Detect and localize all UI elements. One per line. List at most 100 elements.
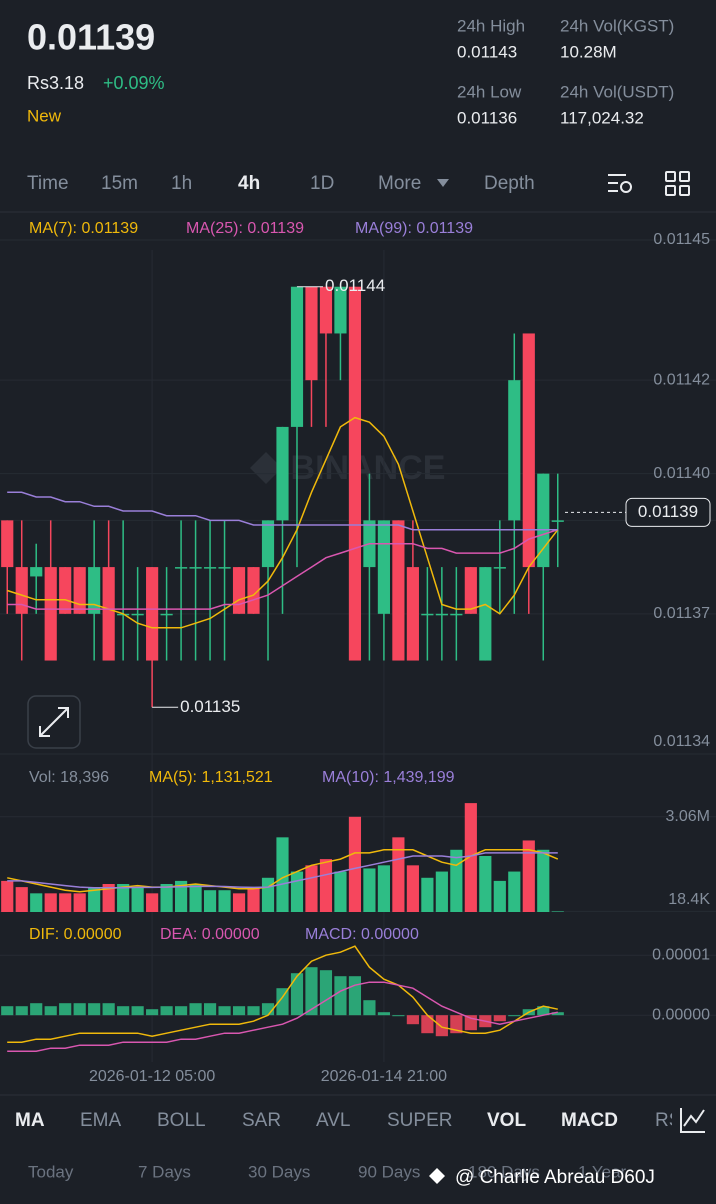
volume-bar (232, 893, 246, 912)
volume-bar (392, 837, 405, 912)
range-tab[interactable]: 1 Year (578, 1162, 627, 1181)
candle-body (319, 286, 333, 334)
x-tick-label: 2026-01-14 21:00 (321, 1068, 447, 1085)
candle-body (406, 567, 419, 661)
ma-line (7, 528, 559, 610)
candle-body (1, 520, 14, 568)
range-tab[interactable]: Today (28, 1162, 74, 1181)
y-tick-label: 0.00000 (652, 1006, 710, 1023)
volume-bar (508, 871, 521, 912)
macd-bar (44, 1006, 57, 1016)
volume-bar (551, 911, 564, 912)
macd-bar (406, 1015, 419, 1025)
legend-entry: MA(5): 1,131,521 (149, 769, 273, 786)
indicator-tab[interactable]: AVL (316, 1110, 351, 1131)
interval-tab[interactable]: 1D (310, 173, 334, 194)
interval-tab[interactable]: Depth (484, 173, 535, 194)
macd-bar (189, 1003, 202, 1016)
legend-entry: MA(25): 0.01139 (186, 220, 304, 237)
volume-bar (160, 884, 173, 912)
credit-text: @ Charlie Abreau D60J (455, 1167, 655, 1188)
candle-body (44, 567, 57, 661)
indicator-tabs: MA EMA BOLL SAR AVL SUPER VOL MACD RSI (15, 1110, 687, 1131)
y-tick-label: 0.01140 (653, 465, 710, 482)
range-tab[interactable]: 180 Days (468, 1162, 540, 1181)
indicator-settings-icon[interactable] (680, 1108, 705, 1133)
indicator-tab[interactable]: SUPER (387, 1110, 452, 1131)
legend-entry: DIF: 0.00000 (29, 926, 122, 943)
range-tab[interactable]: 90 Days (358, 1162, 420, 1181)
candle-body (493, 567, 506, 569)
volume-bar (290, 871, 304, 912)
volume-bar (131, 887, 144, 912)
range-tabs: Today 7 Days 30 Days 90 Days 180 Days 1 Year (28, 1162, 627, 1181)
volume-bar (450, 849, 463, 912)
credit: @ Charlie Abreau D60J (429, 1167, 655, 1188)
macd-bar (363, 1000, 376, 1016)
plot-area: 2026-01-12 05:00 2026-01-14 21:00 0.01145 0… (0, 220, 716, 1085)
indicator-tab[interactable]: BOLL (157, 1110, 206, 1131)
candle-body (160, 613, 173, 616)
candle-body (551, 520, 564, 522)
y-tick-label: 18.4K (668, 891, 710, 908)
layout-icon[interactable] (665, 171, 690, 196)
volume-bar (348, 816, 362, 912)
volume-bar (276, 837, 289, 912)
expand-button[interactable] (27, 695, 81, 749)
volume-bar (261, 877, 275, 912)
candle-body (189, 567, 202, 569)
range-tab[interactable]: 7 Days (138, 1162, 191, 1181)
interval-tab[interactable]: 1h (171, 173, 192, 194)
current-price-label: 0.01139 (638, 502, 698, 521)
interval-tab[interactable]: More (378, 173, 421, 194)
macd-bar (175, 1006, 188, 1016)
volume-bar (493, 880, 506, 912)
candle-body (88, 567, 101, 614)
legend-entry: MA(99): 0.01139 (355, 220, 473, 237)
legend-entry: MA(10): 1,439,199 (322, 769, 455, 786)
volume-bar (117, 884, 130, 912)
candle-body (348, 286, 362, 661)
macd-bar (203, 1003, 217, 1016)
candle-body (435, 613, 448, 616)
more-caret[interactable] (437, 179, 449, 187)
volume-bar (522, 840, 535, 912)
macd-bar (232, 1006, 246, 1016)
macd-bar (1, 1006, 14, 1016)
indicator-tab[interactable]: MACD (561, 1110, 618, 1131)
candle-body (131, 613, 144, 616)
range-tab[interactable]: 30 Days (248, 1162, 310, 1181)
indicator-tab[interactable]: MA (15, 1110, 45, 1131)
macd-bar (247, 1006, 260, 1016)
y-tick-label: 3.06M (666, 808, 710, 825)
macd-bar (131, 1006, 144, 1016)
macd-bar (102, 1003, 115, 1016)
volume-bar (435, 871, 448, 912)
settings-icon[interactable] (608, 174, 632, 193)
volume-bar (30, 893, 43, 912)
interval-tab[interactable]: 15m (101, 173, 138, 194)
candle-body (15, 567, 28, 614)
volume-bar (59, 893, 72, 912)
current-price-box (625, 497, 711, 527)
indicator-tab[interactable]: EMA (80, 1110, 122, 1131)
macd-bar (59, 1003, 72, 1016)
indicator-tab[interactable]: SAR (242, 1110, 281, 1131)
stat-label: 24h Vol(KGST) (560, 16, 674, 35)
interval-tab[interactable]: Time (27, 173, 69, 194)
volume-bar (363, 868, 376, 912)
candle-body (421, 613, 434, 616)
indicator-tab[interactable]: VOL (487, 1110, 526, 1131)
stat-value: 10.28M (560, 42, 617, 61)
candle-body (232, 567, 246, 614)
macd-bar (551, 1012, 564, 1016)
macd-bar (450, 1015, 463, 1034)
interval-tab[interactable]: 4h (238, 173, 260, 194)
candle-body (392, 520, 405, 661)
ma-line (6, 416, 559, 629)
candle-body (290, 286, 304, 427)
volume-bar (218, 890, 231, 912)
candle-body (334, 286, 347, 334)
volume-ma-line (7, 852, 558, 889)
candle-body (146, 567, 159, 661)
